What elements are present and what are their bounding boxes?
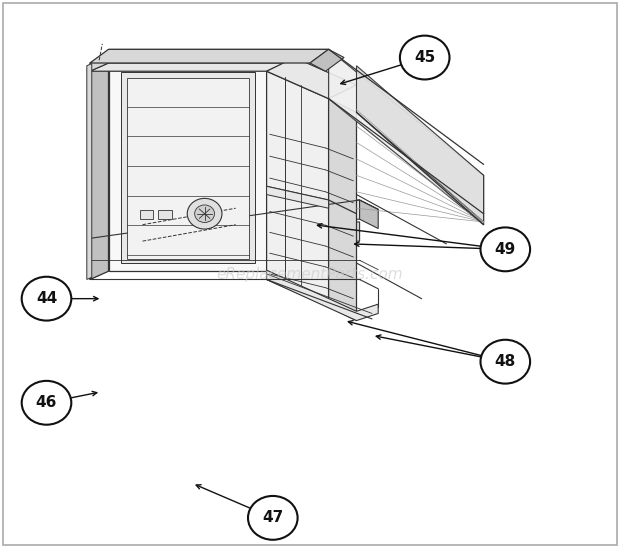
Text: 49: 49 bbox=[495, 242, 516, 257]
FancyBboxPatch shape bbox=[140, 210, 153, 219]
Polygon shape bbox=[329, 49, 484, 225]
Circle shape bbox=[22, 381, 71, 425]
Polygon shape bbox=[108, 49, 329, 58]
Text: 44: 44 bbox=[36, 291, 57, 306]
Polygon shape bbox=[310, 49, 344, 71]
Polygon shape bbox=[121, 72, 255, 263]
Circle shape bbox=[400, 36, 450, 79]
Polygon shape bbox=[90, 200, 170, 260]
Polygon shape bbox=[267, 186, 329, 208]
FancyBboxPatch shape bbox=[158, 210, 172, 219]
Polygon shape bbox=[90, 63, 285, 71]
Circle shape bbox=[480, 340, 530, 384]
Polygon shape bbox=[267, 270, 378, 321]
Circle shape bbox=[195, 205, 215, 222]
Polygon shape bbox=[267, 71, 329, 307]
Polygon shape bbox=[90, 55, 108, 71]
Polygon shape bbox=[267, 63, 285, 279]
Circle shape bbox=[248, 496, 298, 540]
Circle shape bbox=[480, 227, 530, 271]
Polygon shape bbox=[90, 200, 360, 258]
Text: 46: 46 bbox=[36, 395, 57, 410]
Polygon shape bbox=[90, 49, 329, 63]
Circle shape bbox=[187, 198, 222, 229]
Text: 45: 45 bbox=[414, 50, 435, 65]
Polygon shape bbox=[87, 64, 92, 279]
Polygon shape bbox=[360, 200, 378, 229]
Polygon shape bbox=[90, 63, 108, 279]
Polygon shape bbox=[90, 222, 360, 279]
Polygon shape bbox=[267, 58, 356, 99]
Text: eReplacementParts.com: eReplacementParts.com bbox=[216, 266, 404, 282]
Polygon shape bbox=[329, 99, 356, 321]
Polygon shape bbox=[108, 63, 267, 271]
Text: 47: 47 bbox=[262, 510, 283, 526]
Polygon shape bbox=[127, 78, 249, 259]
Circle shape bbox=[22, 277, 71, 321]
Polygon shape bbox=[356, 66, 484, 222]
Text: 48: 48 bbox=[495, 354, 516, 369]
